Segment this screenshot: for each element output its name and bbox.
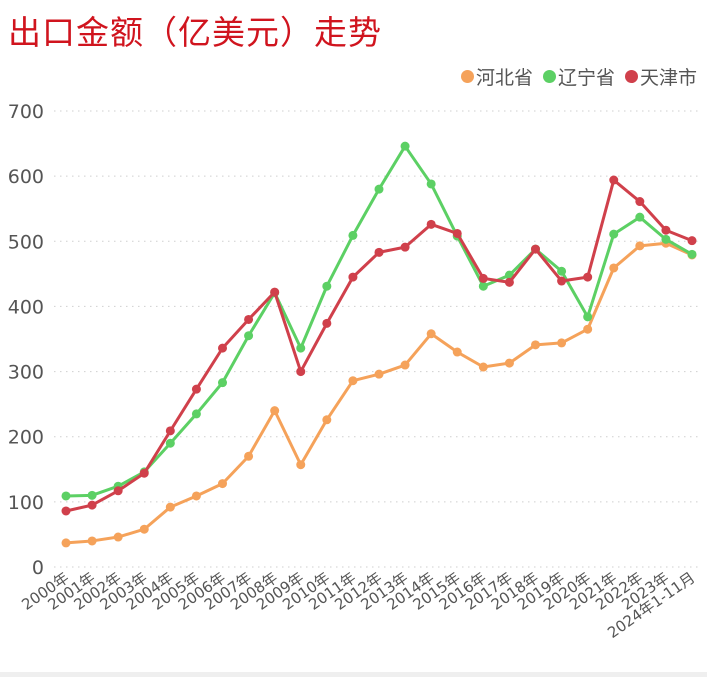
data-point[interactable] xyxy=(87,536,97,546)
data-point[interactable] xyxy=(218,378,227,388)
legend-dot-icon xyxy=(460,70,474,83)
legend-item-hebei[interactable]: 河北省 xyxy=(460,63,533,90)
y-tick-label: 700 xyxy=(8,101,44,123)
data-point[interactable] xyxy=(452,347,462,357)
data-point[interactable] xyxy=(687,249,697,259)
legend-label: 天津市 xyxy=(639,67,697,89)
bottom-scrollbar xyxy=(0,672,707,677)
data-point[interactable] xyxy=(270,406,280,416)
data-point[interactable] xyxy=(322,281,332,291)
data-point[interactable] xyxy=(191,384,201,394)
y-tick-label: 600 xyxy=(8,166,44,188)
data-point[interactable] xyxy=(296,367,306,377)
data-point[interactable] xyxy=(139,468,149,478)
data-point[interactable] xyxy=(400,360,410,370)
data-point[interactable] xyxy=(609,263,619,273)
data-point[interactable] xyxy=(504,358,514,368)
data-point[interactable] xyxy=(557,266,567,276)
data-point[interactable] xyxy=(635,197,645,207)
series-line xyxy=(61,141,697,501)
data-point[interactable] xyxy=(583,272,593,282)
data-point[interactable] xyxy=(635,212,645,222)
data-point[interactable] xyxy=(478,362,488,372)
data-point[interactable] xyxy=(400,141,410,151)
data-point[interactable] xyxy=(244,331,254,341)
data-point[interactable] xyxy=(400,242,410,252)
data-point[interactable] xyxy=(557,338,567,348)
data-point[interactable] xyxy=(296,460,306,470)
data-point[interactable] xyxy=(531,244,540,254)
y-tick-label: 400 xyxy=(8,296,44,318)
data-point[interactable] xyxy=(113,486,123,496)
data-point[interactable] xyxy=(531,340,540,350)
y-tick-label: 0 xyxy=(32,557,44,579)
legend-label: 河北省 xyxy=(475,67,533,89)
data-point[interactable] xyxy=(478,273,488,283)
data-point[interactable] xyxy=(452,228,462,238)
legend: 河北省 辽宁省 天津市 xyxy=(460,63,697,90)
data-point[interactable] xyxy=(165,502,175,512)
data-point[interactable] xyxy=(504,277,514,287)
data-point[interactable] xyxy=(296,343,306,353)
series-line xyxy=(61,175,697,516)
data-point[interactable] xyxy=(87,490,97,500)
data-point[interactable] xyxy=(218,479,227,489)
data-point[interactable] xyxy=(609,175,619,185)
data-point[interactable] xyxy=(348,230,358,240)
data-point[interactable] xyxy=(61,538,71,548)
data-point[interactable] xyxy=(322,415,332,425)
data-point[interactable] xyxy=(374,247,384,257)
data-point[interactable] xyxy=(322,318,332,328)
data-point[interactable] xyxy=(583,324,593,334)
y-tick-label: 100 xyxy=(8,492,44,514)
data-point[interactable] xyxy=(661,234,671,244)
data-point[interactable] xyxy=(374,184,384,194)
legend-dot-icon xyxy=(624,70,638,83)
data-point[interactable] xyxy=(61,506,71,516)
data-point[interactable] xyxy=(374,369,384,379)
series-line xyxy=(61,238,697,548)
legend-item-tianjin[interactable]: 天津市 xyxy=(624,63,697,90)
data-point[interactable] xyxy=(87,500,97,510)
data-point[interactable] xyxy=(270,287,280,297)
data-point[interactable] xyxy=(609,229,619,239)
data-point[interactable] xyxy=(687,236,697,246)
data-point[interactable] xyxy=(348,376,358,386)
chart-title: 出口金额（亿美元）走势 xyxy=(8,13,382,52)
data-point[interactable] xyxy=(244,314,254,324)
data-point[interactable] xyxy=(191,409,201,419)
data-point[interactable] xyxy=(557,276,567,286)
data-point[interactable] xyxy=(165,426,175,436)
data-point[interactable] xyxy=(191,491,201,501)
data-point[interactable] xyxy=(635,241,645,251)
data-point[interactable] xyxy=(661,225,671,235)
data-point[interactable] xyxy=(478,281,488,291)
data-point[interactable] xyxy=(165,438,175,448)
data-point[interactable] xyxy=(218,343,227,353)
legend-dot-icon xyxy=(542,70,556,83)
data-point[interactable] xyxy=(583,312,593,322)
data-point[interactable] xyxy=(61,491,71,501)
legend-label: 辽宁省 xyxy=(557,67,615,89)
data-point[interactable] xyxy=(113,532,123,542)
y-tick-label: 200 xyxy=(8,427,44,449)
legend-item-liaoning[interactable]: 辽宁省 xyxy=(542,63,615,90)
data-point[interactable] xyxy=(426,219,436,229)
data-point[interactable] xyxy=(139,524,149,534)
data-point[interactable] xyxy=(348,272,358,282)
y-tick-label: 500 xyxy=(8,231,44,253)
data-point[interactable] xyxy=(426,329,436,339)
y-tick-label: 300 xyxy=(8,362,44,384)
data-point[interactable] xyxy=(244,451,254,461)
data-point[interactable] xyxy=(426,179,436,189)
